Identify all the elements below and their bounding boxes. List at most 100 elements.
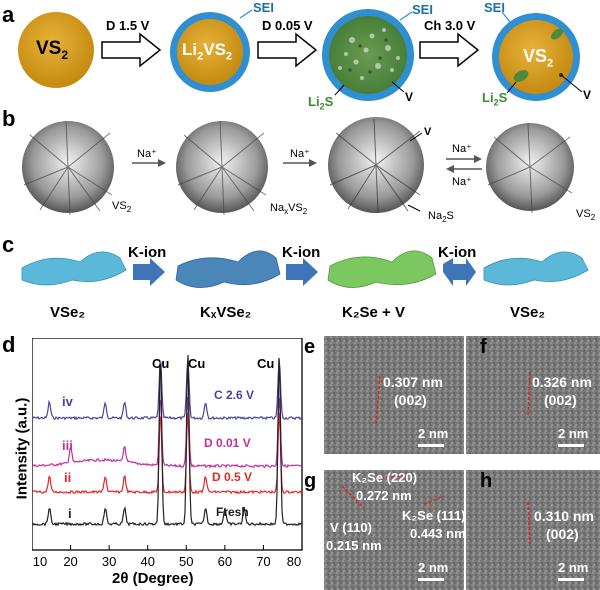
li2vs2-core	[177, 19, 243, 85]
na-label-2: Na⁺	[290, 148, 310, 160]
vse2-sheet-1	[21, 251, 127, 286]
x-tick-label: 50	[179, 554, 193, 569]
series-roman-ii: ii	[64, 470, 72, 485]
flower-vs2-1	[22, 120, 114, 216]
series-label-c26: C 2.6 V	[214, 388, 255, 402]
xrd-series-2	[32, 397, 303, 469]
y-axis-label: Intensity (a.u.)	[13, 397, 31, 500]
xrd-series-3	[32, 412, 303, 495]
series-roman-iii: iii	[62, 438, 73, 453]
vs2-label-2: VS2	[523, 46, 554, 70]
panel-a-figure	[18, 9, 583, 101]
lattice-overlays	[341, 371, 584, 581]
flower-v-na2s	[328, 117, 424, 214]
na-label-4: Na⁺	[452, 176, 472, 188]
arrow-1-label: D 1.5 V	[106, 18, 150, 33]
v-label-2: V	[583, 88, 592, 102]
sei-label-2: SEI	[412, 2, 433, 17]
panel-b-figure	[22, 117, 574, 216]
v-label-b: V	[424, 126, 432, 138]
k-ion-label-3: K-ion	[438, 244, 477, 261]
arrow-2-label: D 0.05 V	[262, 18, 313, 33]
cu-peak-label-3: Cu	[257, 356, 275, 371]
x-tick-label: 10	[33, 554, 47, 569]
k-ion-arrow-2	[286, 258, 318, 286]
panel-g-label: g	[304, 470, 317, 492]
series-label-d001: D 0.01 V	[204, 436, 251, 450]
x-tick-label: 40	[140, 554, 154, 569]
x-tick-label: 20	[63, 554, 77, 569]
tem-image-g	[324, 470, 464, 590]
arrow-3	[419, 32, 480, 68]
k-ion-arrow-3	[443, 258, 476, 286]
x-axis-label: 2θ (Degree)	[112, 570, 194, 587]
panel-h-label: h	[480, 470, 493, 492]
k-ion-label-1: K-ion	[128, 244, 167, 261]
li2vs2-label: Li2VS2	[182, 40, 233, 63]
vs2-label-1: VS2	[36, 38, 69, 62]
k2se-v-sheet	[327, 250, 437, 288]
k2se-v-label: K₂Se + V	[342, 304, 405, 321]
x-tick-label: 30	[102, 554, 116, 569]
kxvse2-sheet	[175, 250, 281, 288]
sei-label-3: SEI	[484, 0, 505, 15]
xrd-chart: 10 20 30 40 50 60 70 80	[32, 338, 303, 569]
g-d-v: 0.215 nm	[326, 538, 382, 553]
panel-a-label: a	[2, 2, 15, 27]
panel-e-label: e	[304, 336, 316, 358]
v-label-1: V	[405, 90, 414, 104]
cu-peak-label-1: Cu	[152, 356, 170, 371]
g-k2se-111: K₂Se (111)	[402, 508, 466, 523]
li2s-label-1: Li2S	[308, 94, 334, 112]
g-d-220: 0.272 nm	[356, 488, 412, 503]
arrow-1	[101, 32, 162, 68]
flower-naxvs2	[176, 120, 268, 216]
f-scale: 2 nm	[558, 426, 589, 441]
series-label-fresh: Fresh	[216, 505, 249, 519]
vs2-label-b1: VS2	[112, 200, 132, 215]
x-tick-label: 80	[287, 554, 301, 569]
xrd-series-1	[32, 358, 303, 421]
tem-image-f	[466, 336, 600, 454]
g-k2se-220: K₂Se (220)	[352, 470, 418, 485]
e-plane: (002)	[394, 392, 427, 408]
vse2-label-1: VSe₂	[50, 304, 86, 321]
flower-vs2-2	[486, 122, 574, 214]
naxvs2-label: NaxVS2	[270, 202, 308, 217]
li2s-label-2: Li2S	[482, 90, 508, 108]
h-plane: (002)	[546, 526, 579, 542]
series-roman-i: i	[68, 506, 72, 521]
panel-c-figure	[21, 250, 589, 288]
na-label-3: Na⁺	[452, 143, 472, 155]
tem-image-h	[466, 470, 600, 590]
k-ion-label-2: K-ion	[282, 244, 321, 261]
arrow-3-label: Ch 3.0 V	[424, 18, 476, 33]
panel-b-label: b	[2, 106, 16, 131]
e-spacing: 0.307 nm	[383, 374, 443, 390]
series-roman-iv: iv	[62, 394, 73, 409]
vse2-label-2: VSe₂	[510, 304, 546, 321]
x-tick-label: 60	[218, 554, 232, 569]
g-d-111: 0.443 nm	[410, 526, 466, 541]
h-spacing: 0.310 nm	[534, 508, 594, 524]
panel-d-label: d	[2, 332, 16, 357]
xrd-series-4	[32, 354, 303, 527]
x-tick-label: 70	[256, 554, 270, 569]
panel-f-label: f	[480, 336, 487, 358]
li2s-v-core	[329, 16, 407, 94]
vse2-sheet-2	[483, 251, 589, 286]
kxvse2-label: KₓVSe₂	[200, 304, 252, 321]
e-scale: 2 nm	[418, 426, 449, 441]
h-scale: 2 nm	[558, 560, 589, 575]
series-label-d05: D 0.5 V	[212, 470, 253, 484]
g-v-110: V (110)	[330, 520, 372, 535]
vs2-particle	[18, 12, 94, 88]
arrow-2	[257, 32, 318, 68]
tem-image-e	[324, 336, 464, 454]
na-label-1: Na⁺	[137, 148, 157, 160]
f-spacing: 0.326 nm	[532, 374, 592, 390]
sei-label-1: SEI	[253, 0, 274, 15]
k-ion-arrow-1	[133, 258, 165, 286]
na2s-label: Na2S	[428, 210, 454, 225]
plot-frame	[32, 338, 303, 551]
